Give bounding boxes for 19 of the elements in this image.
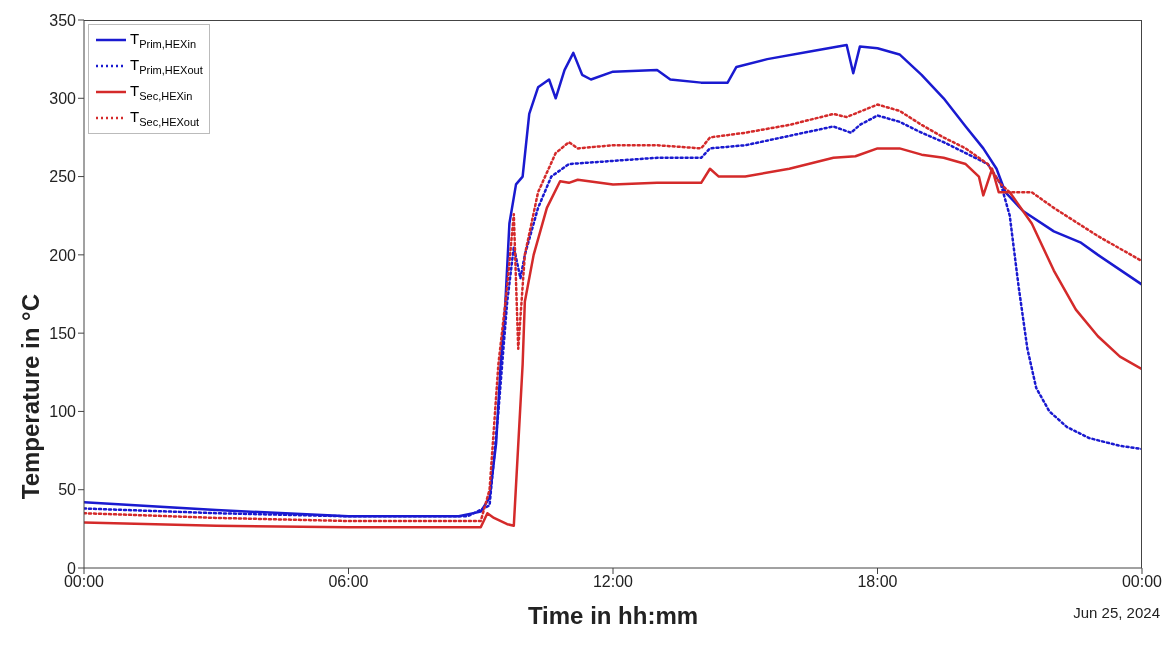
y-tick-label: 200 xyxy=(49,246,77,264)
y-tick-label: 150 xyxy=(49,324,77,342)
y-axis-title: Temperature in °C xyxy=(16,294,44,500)
x-axis-title: Time in hh:mm xyxy=(527,602,699,629)
x-tick-label: 12:00 xyxy=(592,573,634,591)
x-tick-label: 06:00 xyxy=(328,573,369,591)
legend-label: T$_{Sec,HEXout}$ xyxy=(130,108,200,128)
y-tick-label: 100 xyxy=(49,403,77,421)
legend-label: T$_{Sec,HEXin}$ xyxy=(130,82,193,102)
y-tick-label: 50 xyxy=(58,481,77,499)
y-tick-label: 350 xyxy=(49,11,77,29)
y-tick-label: 300 xyxy=(49,89,77,107)
x-tick-label: 18:00 xyxy=(857,573,898,591)
y-tick-label: 250 xyxy=(49,168,77,186)
text: Jun 25, 2024 xyxy=(1073,604,1160,621)
legend-label: T$_{Prim,HEXout}$ xyxy=(130,56,203,76)
legend-label: T$_{Prim,HEXin}$ xyxy=(130,30,197,50)
x-tick-label: 00:00 xyxy=(1121,573,1163,591)
x-tick-label: 00:00 xyxy=(63,573,105,591)
